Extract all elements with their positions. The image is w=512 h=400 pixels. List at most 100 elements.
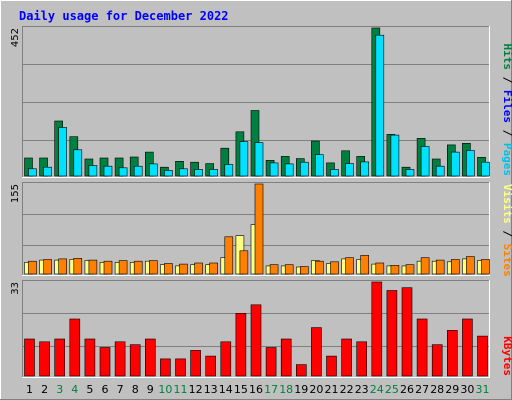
- bar-sites-27: [420, 257, 430, 275]
- bar-sites-19: [299, 266, 309, 275]
- bar-files-13: [209, 169, 218, 177]
- bar-files-17: [269, 162, 279, 177]
- x-tick-label-2: 2: [41, 383, 48, 396]
- bar-files-4: [73, 149, 83, 177]
- bar-kbytes-24: [371, 281, 383, 377]
- legend-entry-sites: Sites: [501, 244, 512, 277]
- x-tick-label-3: 3: [56, 383, 63, 396]
- bar-sites-1: [28, 260, 37, 275]
- bar-sites-21: [330, 261, 339, 275]
- bar-kbytes-14: [220, 341, 232, 377]
- bar-files-8: [133, 165, 143, 177]
- x-tick-label-9: 9: [147, 383, 154, 396]
- bar-files-5: [88, 165, 98, 177]
- bar-kbytes-25: [386, 290, 398, 377]
- bar-kbytes-17: [265, 347, 277, 377]
- bar-files-29: [450, 151, 460, 177]
- bar-files-3: [58, 127, 68, 177]
- bar-sites-28: [435, 259, 445, 275]
- legend-separator: /: [501, 224, 512, 244]
- legend-separator: /: [501, 70, 512, 90]
- legend-entry-kbytes: KBytes: [501, 336, 512, 376]
- x-tick-label-21: 21: [325, 383, 339, 396]
- x-tick-label-11: 11: [174, 383, 188, 396]
- bar-sites-8: [133, 260, 143, 275]
- bar-kbytes-22: [341, 338, 352, 377]
- x-tick-label-28: 28: [430, 383, 444, 396]
- bar-files-31: [481, 161, 490, 177]
- bar-files-16: [254, 142, 264, 177]
- bar-kbytes-5: [84, 338, 96, 377]
- bar-sites-22: [345, 257, 354, 275]
- legend-separator: /: [501, 123, 512, 143]
- bar-files-22: [345, 163, 354, 177]
- bar-files-15: [239, 141, 249, 177]
- bar-sites-5: [88, 259, 98, 275]
- bar-files-20: [315, 154, 324, 177]
- x-tick-label-7: 7: [117, 383, 124, 396]
- bar-sites-17: [269, 264, 279, 275]
- bar-files-12: [194, 169, 203, 177]
- x-axis-tick-labels: 1 2 3 4 5 6 7 8 9 10 11 12 13 14 15 16 17 18 19 20 21 22 23 24 2…: [26, 383, 490, 396]
- x-tick-label-29: 29: [445, 383, 459, 396]
- bar-kbytes-7: [114, 341, 126, 377]
- bar-sites-23: [360, 255, 370, 275]
- x-tick-label-13: 13: [204, 383, 218, 396]
- legend-entry-pages: Pages: [501, 143, 512, 176]
- x-tick-label-12: 12: [189, 383, 203, 396]
- bar-kbytes-28: [431, 344, 443, 377]
- bar-kbytes-6: [99, 347, 111, 377]
- x-tick-label-22: 22: [340, 383, 354, 396]
- bar-sites-26: [405, 264, 415, 275]
- bar-kbytes-31: [477, 335, 488, 377]
- bar-kbytes-11: [175, 358, 186, 377]
- x-tick-label-17: 17: [264, 383, 278, 396]
- x-tick-label-18: 18: [279, 383, 293, 396]
- legend-entry-visits: Visits: [501, 184, 512, 224]
- bar-sites-9: [149, 260, 158, 275]
- bar-files-14: [224, 164, 234, 177]
- bar-files-24: [375, 34, 385, 177]
- x-tick-label-1: 1: [26, 383, 33, 396]
- legend-entry-hits: Hits: [501, 44, 512, 71]
- bar-kbytes-16: [250, 304, 262, 377]
- x-tick-label-30: 30: [460, 383, 474, 396]
- bar-sites-13: [209, 262, 218, 275]
- bar-sites-20: [315, 260, 324, 275]
- bar-files-10: [164, 170, 173, 177]
- panel-kbytes: 33 KBytes: [10, 280, 512, 378]
- legend-visits-sites: Visits / Sites: [501, 184, 512, 277]
- bar-kbytes-10: [160, 358, 171, 377]
- x-tick-label-4: 4: [71, 383, 78, 396]
- bar-kbytes-2: [39, 341, 50, 377]
- bar-files-30: [466, 150, 475, 177]
- y-axis-max-label: 452: [10, 28, 21, 47]
- bar-files-6: [103, 165, 113, 177]
- x-tick-label-15: 15: [234, 383, 248, 396]
- bar-kbytes-3: [54, 338, 66, 377]
- bar-files-27: [420, 146, 430, 177]
- legend-entry-files: Files: [501, 90, 512, 123]
- bar-sites-2: [43, 259, 52, 275]
- bar-sites-24: [375, 262, 385, 275]
- legend-kbytes: KBytes: [501, 336, 512, 376]
- bar-sites-14: [224, 236, 234, 275]
- x-tick-label-20: 20: [309, 383, 323, 396]
- bar-kbytes-21: [326, 355, 337, 377]
- y-axis-max-label: 155: [10, 184, 21, 203]
- bar-kbytes-9: [145, 338, 156, 377]
- bar-sites-11: [179, 263, 188, 275]
- x-tick-label-16: 16: [249, 383, 263, 396]
- bar-files-25: [390, 134, 400, 177]
- bar-files-21: [330, 169, 339, 177]
- x-tick-label-25: 25: [385, 383, 399, 396]
- bar-kbytes-4: [69, 318, 81, 377]
- y-axis-max-label: 33: [10, 282, 21, 295]
- bar-sites-6: [103, 260, 113, 275]
- bar-kbytes-19: [295, 364, 307, 377]
- x-tick-label-24: 24: [370, 383, 384, 396]
- bar-sites-25: [390, 264, 400, 275]
- bar-sites-30: [466, 256, 475, 275]
- chart-panels: 452 Hits / Files / Pages 155 Visits / Sites…: [10, 26, 512, 378]
- chart-title: Daily usage for December 2022: [19, 9, 229, 23]
